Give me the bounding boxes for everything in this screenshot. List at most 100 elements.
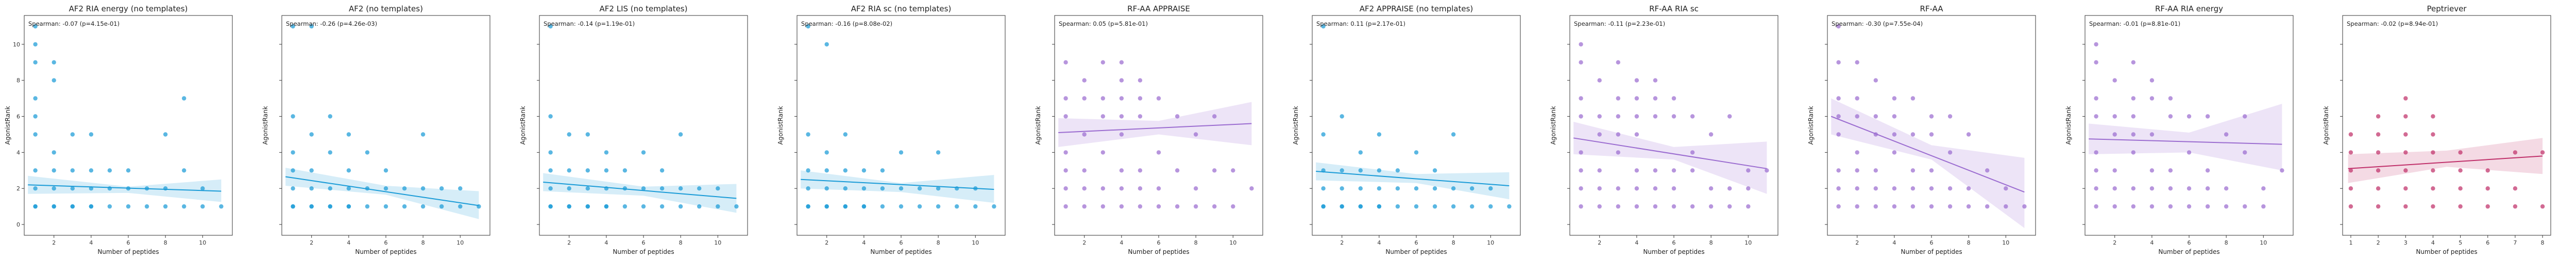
data-point bbox=[2224, 204, 2229, 209]
data-point bbox=[1082, 204, 1087, 209]
x-tick-label: 10 bbox=[1744, 239, 1752, 246]
x-tick-label: 2 bbox=[1340, 239, 1344, 246]
data-point bbox=[1082, 96, 1087, 101]
confidence-band bbox=[1316, 162, 1510, 200]
data-point bbox=[1690, 204, 1695, 209]
data-point bbox=[2431, 114, 2435, 119]
data-point bbox=[420, 186, 426, 191]
data-point bbox=[843, 168, 848, 173]
data-point bbox=[1836, 186, 1841, 191]
data-point bbox=[328, 150, 332, 155]
data-point bbox=[291, 150, 295, 155]
x-axis-label: Number of peptides bbox=[1643, 248, 1704, 255]
panel-title: RF-AA bbox=[1920, 4, 1943, 13]
data-point bbox=[1488, 204, 1493, 209]
data-point bbox=[52, 150, 56, 155]
data-point bbox=[567, 132, 571, 137]
data-point bbox=[567, 204, 571, 209]
data-point bbox=[824, 150, 829, 155]
data-point bbox=[309, 186, 314, 191]
x-tick-label: 8 bbox=[1967, 239, 1971, 246]
data-point bbox=[2187, 204, 2192, 209]
data-point bbox=[1873, 168, 1878, 173]
data-point bbox=[200, 186, 205, 191]
data-point bbox=[567, 168, 571, 173]
confidence-band bbox=[1058, 102, 1252, 147]
confidence-band bbox=[28, 175, 222, 202]
data-point bbox=[383, 204, 388, 209]
data-point bbox=[1653, 204, 1658, 209]
data-point bbox=[52, 204, 56, 209]
data-point bbox=[1340, 168, 1344, 173]
data-point bbox=[1488, 186, 1493, 191]
data-point bbox=[2149, 168, 2155, 173]
x-tick-label: 6 bbox=[642, 239, 646, 246]
data-point bbox=[2149, 78, 2155, 83]
data-point bbox=[1579, 96, 1583, 101]
data-point bbox=[1855, 186, 1859, 191]
data-point bbox=[2403, 132, 2408, 137]
data-point bbox=[2187, 150, 2192, 155]
data-point bbox=[1966, 132, 1971, 137]
spearman-annotation: Spearman: -0.11 (p=2.23e-01) bbox=[1574, 20, 1665, 27]
confidence-band bbox=[285, 168, 479, 219]
x-tick-label: 2 bbox=[310, 239, 313, 246]
data-point bbox=[992, 204, 996, 209]
data-point bbox=[1063, 168, 1068, 173]
data-point bbox=[824, 204, 829, 209]
confidence-band bbox=[2348, 138, 2543, 183]
data-point bbox=[1138, 78, 1143, 83]
panel-title: AF2 APPRAISE (no templates) bbox=[1360, 4, 1473, 13]
plot-frame bbox=[24, 15, 233, 236]
x-tick-label: 8 bbox=[2225, 239, 2228, 246]
data-point bbox=[1432, 204, 1437, 209]
data-point bbox=[1340, 186, 1344, 191]
data-point bbox=[2513, 150, 2518, 155]
data-point bbox=[1671, 204, 1676, 209]
data-point bbox=[1947, 186, 1953, 191]
data-point bbox=[2348, 204, 2353, 209]
data-point bbox=[1451, 132, 1456, 137]
data-point bbox=[439, 204, 444, 209]
data-point bbox=[89, 204, 94, 209]
data-point bbox=[1929, 132, 1934, 137]
data-point bbox=[1597, 204, 1602, 209]
data-point bbox=[1947, 150, 1953, 155]
data-point bbox=[144, 204, 149, 209]
data-point bbox=[2513, 204, 2518, 209]
data-point bbox=[585, 204, 590, 209]
x-tick-label: 8 bbox=[421, 239, 425, 246]
y-tick-label: 10 bbox=[13, 41, 20, 48]
data-point bbox=[2431, 168, 2435, 173]
data-point bbox=[365, 150, 370, 155]
data-point bbox=[1616, 96, 1620, 101]
data-point bbox=[1836, 204, 1841, 209]
data-point bbox=[1082, 78, 1087, 83]
data-point bbox=[1985, 204, 1990, 209]
data-point bbox=[439, 186, 444, 191]
x-tick-label: 4 bbox=[604, 239, 608, 246]
data-point bbox=[1597, 114, 1602, 119]
data-point bbox=[52, 186, 56, 191]
data-point bbox=[1119, 168, 1124, 173]
data-point bbox=[383, 168, 388, 173]
data-point bbox=[52, 78, 56, 83]
data-point bbox=[2205, 204, 2210, 209]
data-point bbox=[1910, 168, 1916, 173]
x-axis-label: Number of peptides bbox=[1385, 248, 1447, 255]
x-tick-label: 4 bbox=[1377, 239, 1381, 246]
data-point bbox=[1358, 186, 1363, 191]
data-point bbox=[309, 132, 314, 137]
data-point bbox=[1119, 60, 1124, 65]
spearman-annotation: Spearman: -0.02 (p=8.94e-01) bbox=[2347, 20, 2438, 27]
x-tick-label: 8 bbox=[164, 239, 167, 246]
data-point bbox=[1653, 186, 1658, 191]
data-point bbox=[1175, 204, 1180, 209]
panel-6: AF2 APPRAISE (no templates) 2 4 6 8 10 Number … bbox=[1292, 4, 1521, 255]
data-point bbox=[1138, 96, 1143, 101]
x-tick-label: 8 bbox=[2541, 239, 2545, 246]
data-point bbox=[291, 168, 295, 173]
panel-title: AF2 (no templates) bbox=[349, 4, 423, 13]
confidence-band bbox=[801, 170, 994, 203]
